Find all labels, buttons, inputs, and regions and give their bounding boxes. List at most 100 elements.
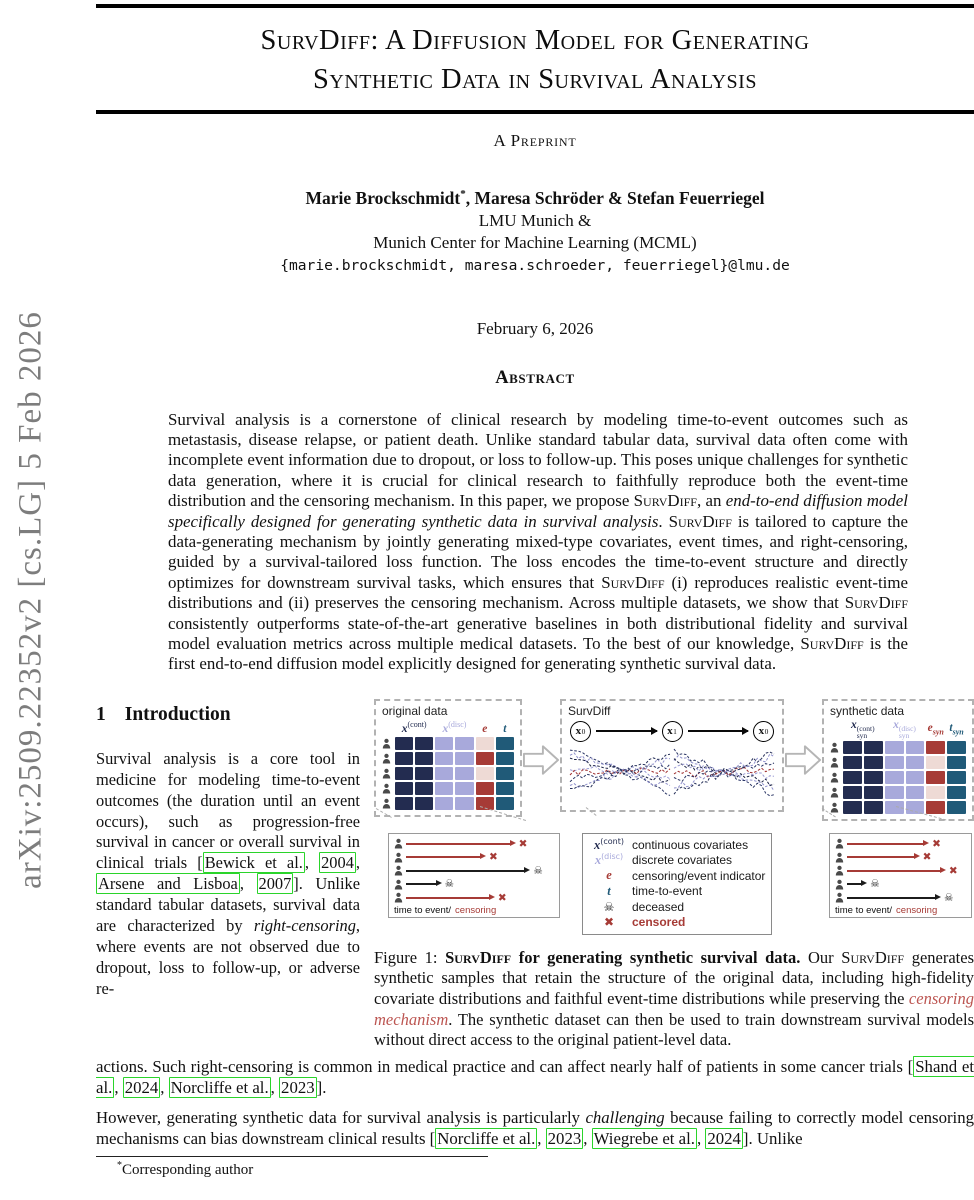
author-name: Marie Brockschmidt bbox=[305, 187, 461, 208]
timeline-row: ☠ bbox=[394, 864, 554, 878]
col-header-time-syn: tsyn bbox=[949, 722, 964, 737]
text-segment: is the first end-to-end diffusion model … bbox=[168, 633, 908, 674]
cell-discrete bbox=[884, 755, 904, 769]
legend-text: time-to-event bbox=[632, 884, 703, 899]
text-segment: right-censoring bbox=[253, 916, 356, 936]
cell-continuous bbox=[395, 766, 414, 780]
panel-label-original: original data bbox=[382, 703, 448, 718]
cell-continuous bbox=[415, 751, 434, 765]
author-names-rest: , Maresa Schröder & Stefan Feuerriegel bbox=[465, 187, 765, 208]
deceased-skull-icon: ☠ bbox=[603, 899, 615, 914]
timeline-label-censoring: censoring bbox=[896, 905, 938, 917]
cell-time bbox=[495, 781, 514, 795]
text-segment: ]. bbox=[316, 1077, 327, 1097]
text-segment: , bbox=[583, 1128, 592, 1148]
col-header-discrete-syn: x (disc) syn bbox=[893, 718, 916, 740]
arrow-right-icon bbox=[596, 727, 657, 735]
citation-link[interactable]: 2023 bbox=[279, 1076, 317, 1098]
text-segment: censoring mechanism bbox=[374, 988, 974, 1029]
abstract-heading: Abstract bbox=[495, 367, 575, 388]
timeline-label-censoring: censoring bbox=[455, 905, 497, 917]
section-title: Introduction bbox=[124, 703, 231, 725]
intro-paragraph: Survival analysis is a core tool in medi… bbox=[96, 749, 360, 1000]
figure-subpanels-row: ✖ ✖ ☠ ☠ ✖ time to event/censoring x(cont) cont… bbox=[374, 832, 974, 935]
citation-link[interactable]: Norcliffe et al. bbox=[435, 1127, 538, 1149]
original-timeline-box: ✖ ✖ ☠ ☠ ✖ time to event/censoring bbox=[388, 832, 560, 919]
legend-row: t time-to-event bbox=[589, 883, 765, 899]
citation-link[interactable]: 2007 bbox=[256, 873, 294, 895]
person-icon bbox=[382, 797, 393, 810]
math-symbol: x(disc) bbox=[594, 852, 624, 868]
person-icon bbox=[394, 865, 403, 876]
timeline-axis-label: time to event/censoring bbox=[394, 905, 554, 916]
text-segment: , an bbox=[696, 491, 726, 511]
author-emails[interactable]: {marie.brockschmidt, maresa.schroeder, f… bbox=[280, 256, 790, 274]
cell-continuous bbox=[843, 785, 862, 799]
event-arrow bbox=[847, 880, 868, 887]
math-symbol: t bbox=[607, 883, 611, 898]
text-segment: end-to-end diffusion model specifically … bbox=[168, 491, 908, 531]
text-segment: SurvDiff bbox=[844, 593, 908, 613]
text-segment: is tailored to capture the data-generati… bbox=[168, 511, 908, 592]
cell-continuous bbox=[395, 751, 414, 765]
abstract-body: Survival analysis is a cornerstone of cl… bbox=[168, 410, 908, 675]
cell-event bbox=[926, 755, 946, 769]
censored-x-icon: ✖ bbox=[948, 864, 958, 877]
timeline-row: ✖ bbox=[394, 850, 554, 864]
citation-link[interactable]: 2024 bbox=[705, 1127, 743, 1149]
timeline-row: ✖ bbox=[835, 837, 966, 851]
person-icon bbox=[835, 865, 844, 876]
censored-x-icon: ✖ bbox=[518, 837, 528, 850]
censoring-arrow bbox=[847, 839, 930, 846]
citation-link[interactable]: Bewick et al. bbox=[202, 852, 305, 874]
cell-event bbox=[926, 800, 946, 814]
col-header-time: t bbox=[503, 722, 507, 735]
text-segment: ]. Unlike standard tabular datasets, sur… bbox=[96, 874, 361, 936]
cell-discrete bbox=[905, 770, 925, 784]
data-row bbox=[382, 766, 514, 780]
title-rule bbox=[96, 110, 974, 114]
citation-link[interactable]: Shand et al. bbox=[96, 1055, 974, 1098]
affiliation-line-1: LMU Munich & bbox=[478, 210, 592, 230]
citation-link[interactable]: 2024 bbox=[122, 1076, 161, 1098]
citation-link[interactable]: Norcliffe et al. bbox=[168, 1076, 271, 1098]
text-segment: SurvDiff bbox=[800, 633, 864, 653]
text-segment: consistently outperforms state-of-the-ar… bbox=[168, 613, 908, 653]
cell-continuous bbox=[415, 736, 434, 750]
text-segment: challenging bbox=[585, 1107, 665, 1127]
data-row bbox=[830, 770, 966, 784]
figure-legend: x(cont) continuous covariates x(disc) discr… bbox=[582, 832, 772, 935]
person-icon bbox=[830, 756, 841, 769]
citation-link[interactable]: Wiegrebe et al. bbox=[591, 1127, 697, 1149]
cell-continuous bbox=[863, 755, 883, 769]
arrow-right-icon bbox=[687, 727, 749, 735]
citation-link[interactable]: Arsene and Lisboa bbox=[96, 873, 240, 895]
cell-continuous bbox=[863, 770, 883, 784]
arxiv-watermark: arXiv:2509.22352v2 [cs.LG] 5 Feb 2026 bbox=[12, 311, 49, 889]
timeline-row: ☠ bbox=[835, 891, 966, 905]
cell-discrete bbox=[455, 781, 474, 795]
math-symbol: x(cont) bbox=[594, 836, 624, 852]
text-segment: SurvDiff bbox=[633, 491, 697, 511]
cell-continuous bbox=[843, 770, 862, 784]
deceased-skull-icon: ☠ bbox=[444, 878, 455, 891]
data-row bbox=[382, 796, 514, 810]
person-icon bbox=[382, 767, 393, 780]
person-icon bbox=[835, 838, 844, 849]
citation-link[interactable]: 2004 bbox=[319, 852, 356, 874]
paper-content: SurvDiff: A Diffusion Model for Generati… bbox=[96, 0, 974, 1179]
cell-discrete bbox=[905, 740, 925, 754]
event-arrow bbox=[406, 866, 531, 873]
cell-discrete bbox=[455, 736, 474, 750]
cell-event bbox=[475, 796, 494, 810]
cell-event bbox=[475, 766, 494, 780]
citation-link[interactable]: 2023 bbox=[545, 1127, 584, 1149]
data-row bbox=[382, 781, 514, 795]
person-icon bbox=[394, 852, 403, 863]
cell-time bbox=[947, 740, 966, 754]
text-segment: SurvDiff bbox=[445, 947, 512, 967]
person-icon bbox=[830, 771, 841, 784]
text-segment: Our bbox=[800, 947, 842, 967]
timeline-row: ✖ bbox=[394, 891, 554, 905]
footnote-marker: * bbox=[117, 1159, 122, 1171]
